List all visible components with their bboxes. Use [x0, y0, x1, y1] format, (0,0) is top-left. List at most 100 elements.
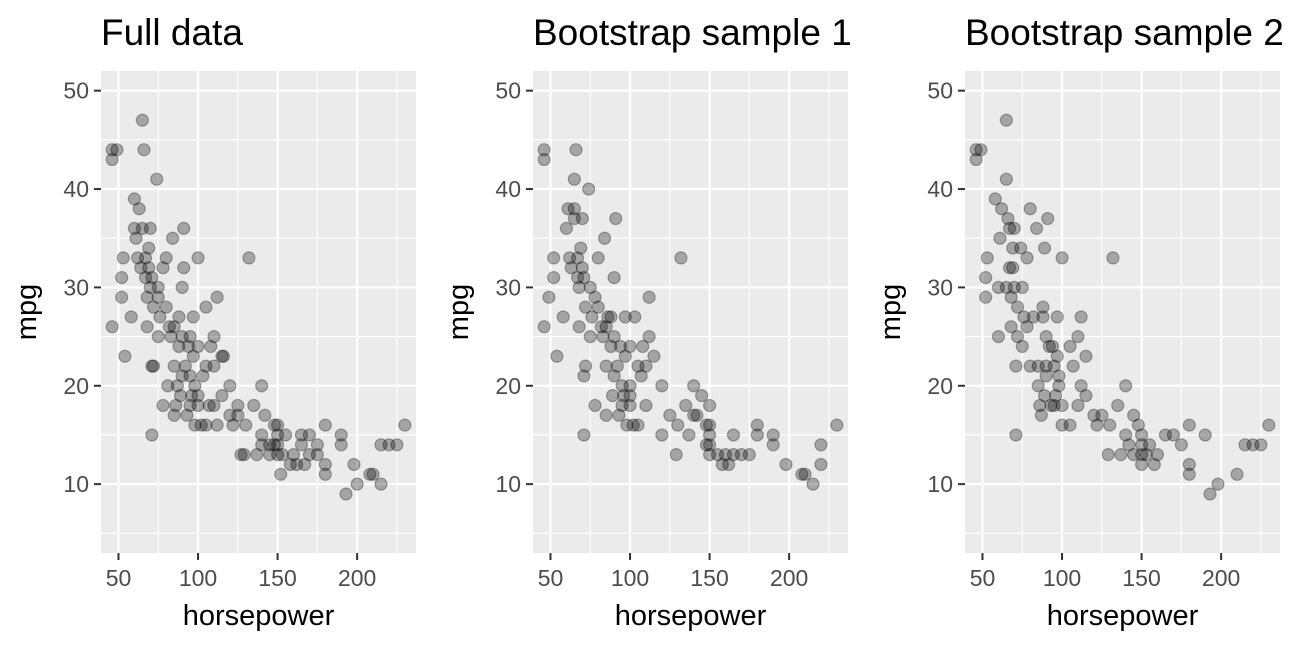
- y-tick-label: 40: [927, 176, 953, 202]
- data-point: [699, 418, 714, 432]
- y-tick-label: 50: [495, 78, 521, 104]
- data-point: [1147, 457, 1161, 472]
- data-point: [991, 329, 1006, 344]
- data-point: [979, 270, 993, 285]
- data-point: [726, 448, 741, 462]
- data-point: [165, 231, 180, 245]
- y-tick-label: 50: [63, 78, 89, 104]
- data-point: [537, 143, 551, 157]
- data-point: [242, 251, 256, 265]
- data-point: [1036, 310, 1050, 324]
- data-point: [830, 418, 844, 432]
- data-point: [140, 290, 154, 304]
- data-point: [255, 428, 269, 442]
- data-point: [210, 290, 224, 304]
- data-point: [129, 231, 143, 245]
- x-tick-label: 150: [258, 565, 296, 591]
- data-point: [294, 438, 309, 452]
- data-point: [639, 398, 653, 413]
- data-point: [270, 438, 285, 452]
- data-point: [1127, 448, 1141, 462]
- data-point: [559, 221, 574, 235]
- data-point: [1134, 448, 1149, 462]
- data-point: [623, 389, 637, 403]
- data-point: [596, 329, 610, 344]
- data-point: [623, 379, 637, 393]
- data-point: [1074, 310, 1088, 324]
- data-point: [612, 408, 626, 422]
- data-point: [159, 300, 173, 314]
- data-point: [1015, 280, 1029, 295]
- y-tick-label: 10: [63, 471, 89, 497]
- data-point: [347, 457, 361, 472]
- data-point: [247, 398, 261, 413]
- data-point: [715, 457, 729, 472]
- data-point: [575, 261, 589, 275]
- data-point: [1001, 211, 1015, 226]
- data-point: [177, 221, 191, 235]
- x-axis-label: horsepower: [615, 600, 767, 632]
- data-point: [569, 143, 583, 157]
- data-point: [1134, 457, 1149, 472]
- data-point: [572, 280, 586, 295]
- data-point: [671, 418, 685, 432]
- chart-title: Full data: [101, 12, 243, 53]
- data-point: [779, 457, 793, 472]
- data-point: [156, 398, 170, 413]
- panel-1: 50 100 150 200 10 20 30 40 50 Full data horsepower…: [11, 12, 416, 632]
- data-point: [180, 408, 194, 422]
- data-point: [597, 231, 612, 245]
- data-point: [145, 428, 159, 442]
- chart-title: Bootstrap sample 2: [965, 12, 1284, 53]
- data-point: [591, 251, 605, 265]
- data-point: [620, 418, 634, 432]
- data-point: [105, 320, 119, 334]
- y-tick-label: 40: [495, 176, 521, 202]
- data-point: [1049, 389, 1063, 403]
- data-point: [145, 359, 159, 373]
- data-point: [999, 280, 1013, 295]
- data-point: [216, 349, 231, 363]
- data-point: [172, 310, 186, 324]
- data-point: [151, 280, 165, 295]
- data-point: [156, 261, 170, 275]
- data-point: [682, 428, 696, 442]
- data-point: [334, 438, 348, 452]
- x-tick-label: 200: [1202, 565, 1240, 591]
- x-tick-label: 50: [538, 565, 564, 591]
- data-point: [1134, 428, 1149, 442]
- data-point: [1182, 418, 1196, 432]
- data-point: [615, 379, 629, 393]
- data-point: [159, 251, 173, 265]
- data-point: [1050, 310, 1064, 324]
- data-point: [623, 398, 637, 413]
- data-point: [655, 428, 669, 442]
- data-point: [1052, 379, 1066, 393]
- data-point: [537, 320, 551, 334]
- data-point: [1004, 320, 1018, 334]
- data-point: [1074, 379, 1088, 393]
- data-point: [542, 290, 556, 304]
- data-point: [115, 270, 129, 285]
- y-tick-label: 20: [63, 373, 89, 399]
- x-tick-label: 200: [770, 565, 808, 591]
- y-tick-label: 30: [927, 274, 953, 300]
- data-point: [170, 379, 184, 393]
- y-tick-label: 30: [63, 274, 89, 300]
- data-point: [628, 310, 642, 324]
- data-point: [1262, 418, 1276, 432]
- data-point: [599, 359, 613, 373]
- data-point: [161, 379, 175, 393]
- data-point: [1111, 398, 1125, 413]
- data-point: [699, 438, 714, 452]
- data-point: [1095, 408, 1109, 422]
- data-point: [223, 408, 237, 422]
- data-point: [1139, 448, 1153, 462]
- data-point: [162, 320, 177, 334]
- data-point: [1045, 339, 1060, 354]
- data-point: [1010, 329, 1025, 344]
- data-point: [1131, 418, 1146, 432]
- y-tick-label: 10: [927, 471, 953, 497]
- data-point: [302, 428, 317, 442]
- data-point: [339, 487, 353, 501]
